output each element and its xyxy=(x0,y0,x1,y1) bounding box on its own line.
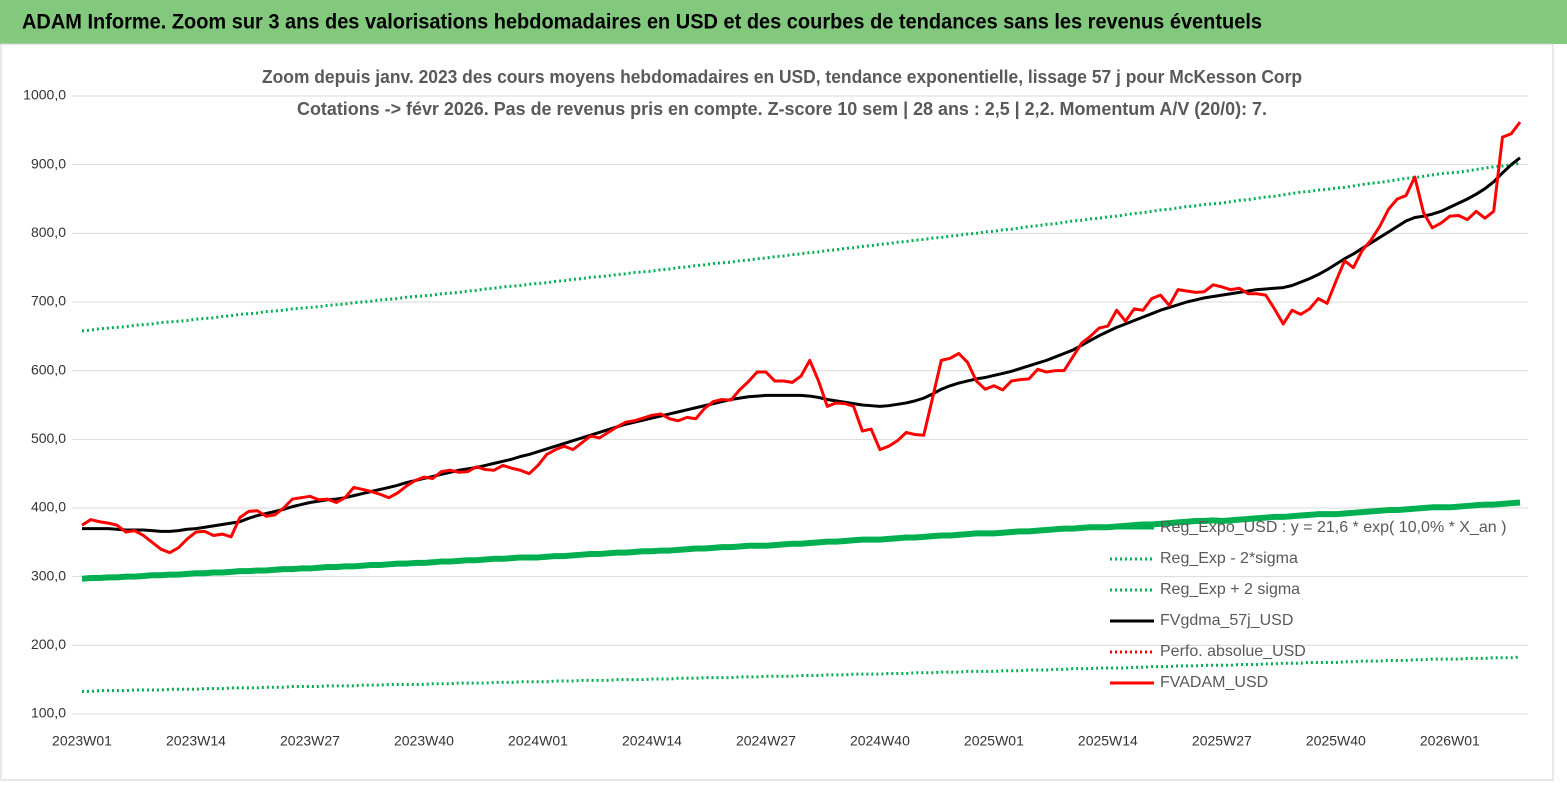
x-tick-label: 2025W01 xyxy=(964,733,1024,749)
header-title: ADAM Informe. Zoom sur 3 ans des valoris… xyxy=(22,11,1262,34)
y-tick-label: 400,0 xyxy=(31,499,66,515)
x-tick-label: 2025W27 xyxy=(1192,733,1252,749)
series-line xyxy=(81,499,1521,582)
legend-label: Reg_Exp - 2*sigma xyxy=(1160,550,1298,567)
x-tick-label: 2026W01 xyxy=(1420,733,1480,749)
x-tick-label: 2023W27 xyxy=(280,733,340,749)
y-tick-label: 300,0 xyxy=(31,567,66,583)
chart-frame xyxy=(0,43,1554,781)
y-tick-label: 100,0 xyxy=(31,705,66,721)
x-tick-label: 2024W27 xyxy=(736,733,796,749)
x-tick-label: 2023W14 xyxy=(166,733,226,749)
legend-label: Reg_Expo_USD : y = 21,6 * exp( 10,0% * X… xyxy=(1160,519,1506,536)
legend-label: Perfo. absolue_USD xyxy=(1160,643,1306,660)
x-tick-label: 2025W14 xyxy=(1078,733,1138,749)
y-tick-label: 600,0 xyxy=(31,361,66,377)
x-tick-label: 2024W14 xyxy=(622,733,682,749)
series-line xyxy=(81,121,1522,555)
legend-label: FVgdma_57j_USD xyxy=(1160,612,1293,629)
y-tick-label: 900,0 xyxy=(31,155,66,171)
series-line xyxy=(81,161,1521,333)
y-tick-label: 200,0 xyxy=(31,636,66,652)
x-tick-label: 2023W40 xyxy=(394,733,454,749)
y-tick-label: 1000,0 xyxy=(23,87,66,103)
header-bar xyxy=(0,0,1567,44)
x-tick-label: 2023W01 xyxy=(52,733,112,749)
x-tick-label: 2024W01 xyxy=(508,733,568,749)
y-tick-label: 500,0 xyxy=(31,430,66,446)
legend-label: FVADAM_USD xyxy=(1160,674,1268,691)
y-tick-label: 700,0 xyxy=(31,293,66,309)
chart-subtitle: Cotations -> févr 2026. Pas de revenus p… xyxy=(297,99,1267,119)
y-tick-label: 800,0 xyxy=(31,224,66,240)
x-tick-label: 2025W40 xyxy=(1306,733,1366,749)
chart-title: Zoom depuis janv. 2023 des cours moyens … xyxy=(262,67,1302,87)
x-tick-label: 2024W40 xyxy=(850,733,910,749)
legend-label: Reg_Exp + 2 sigma xyxy=(1160,581,1300,598)
